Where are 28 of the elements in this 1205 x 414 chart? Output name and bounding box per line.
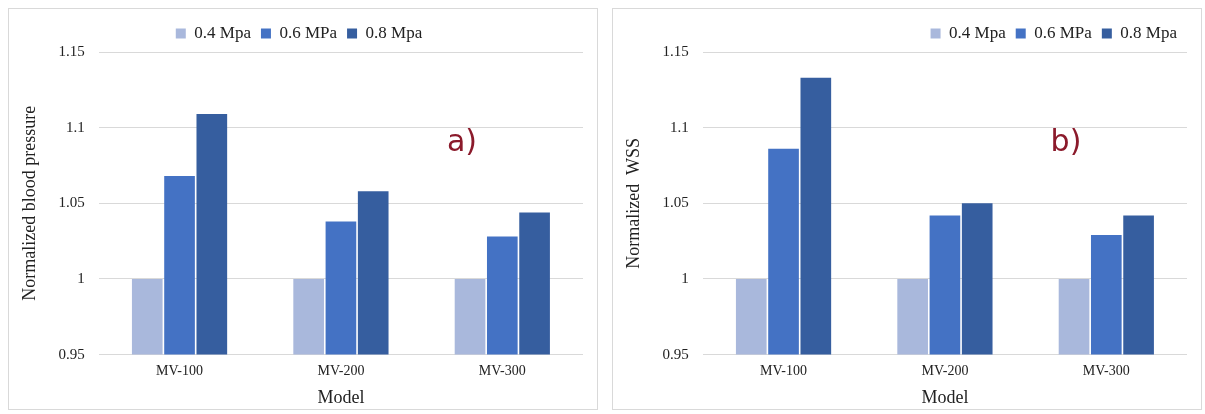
y-tick-label: 1.05	[662, 194, 689, 211]
legend-label: 0.6 MPa	[1034, 22, 1093, 42]
legend-label: 0.8 Mpa	[365, 22, 423, 42]
legend-label: 0.6 MPa	[279, 22, 338, 42]
y-tick-label: 1.15	[662, 42, 689, 59]
legend-label: 0.8 Mpa	[1120, 22, 1178, 42]
x-tick-label: MV-100	[760, 362, 808, 378]
annotation: a)	[446, 122, 478, 158]
y-tick-label: 1.15	[58, 42, 85, 59]
y-tick-label: 1.1	[66, 118, 85, 135]
y-tick-label: 1	[681, 269, 689, 286]
x-tick-label: MV-100	[156, 362, 204, 378]
x-axis-title: Model	[921, 386, 969, 407]
x-tick-label: MV-200	[921, 362, 969, 378]
y-tick-label: 0.95	[662, 345, 689, 362]
legend-label: 0.4 Mpa	[949, 22, 1007, 42]
x-tick-label: MV-300	[1082, 362, 1130, 378]
x-tick-label: MV-300	[478, 362, 526, 378]
y-tick-label: 1.05	[58, 194, 85, 211]
annotation: b)	[1050, 122, 1082, 158]
x-tick-label: MV-200	[317, 362, 365, 378]
legend-label: 0.4 Mpa	[194, 22, 252, 42]
y-axis-title: Normalized blood pressure	[18, 105, 39, 301]
y-axis-title: Normalized WSS	[622, 137, 643, 269]
y-tick-label: 1	[77, 269, 85, 286]
y-tick-label: 1.1	[670, 118, 689, 135]
y-tick-label: 0.95	[58, 345, 85, 362]
x-axis-title: Model	[317, 386, 365, 407]
